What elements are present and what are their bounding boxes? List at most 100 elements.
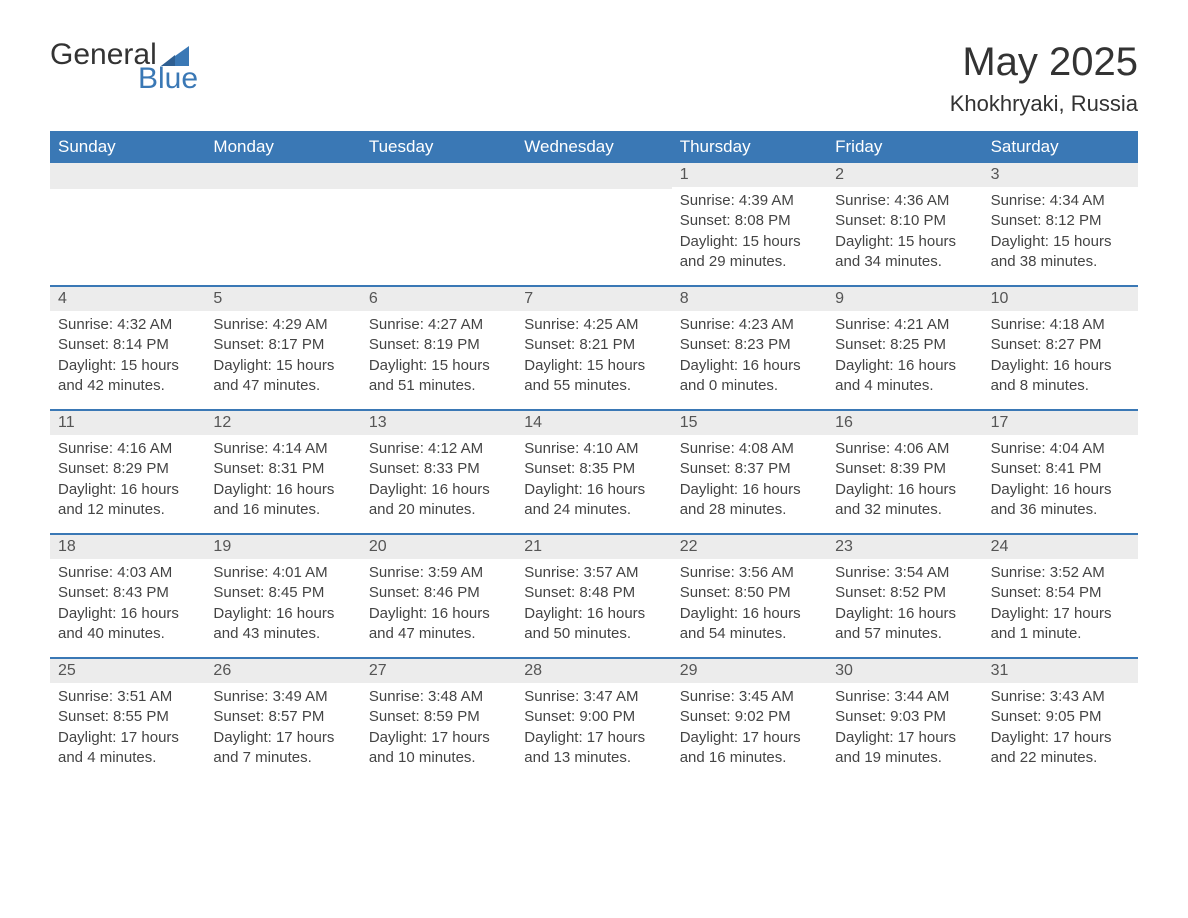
- sunset-text: Sunset: 8:48 PM: [524, 583, 663, 603]
- header: General Blue May 2025 Khokhryaki, Russia: [50, 40, 1138, 117]
- calendar-week: 11Sunrise: 4:16 AMSunset: 8:29 PMDayligh…: [50, 409, 1138, 533]
- day-cell: 9Sunrise: 4:21 AMSunset: 8:25 PMDaylight…: [827, 287, 982, 409]
- day-cell: 25Sunrise: 3:51 AMSunset: 8:55 PMDayligh…: [50, 659, 205, 781]
- day-body: Sunrise: 4:25 AMSunset: 8:21 PMDaylight:…: [516, 311, 671, 404]
- day-number-empty: [205, 163, 360, 189]
- sunset-text: Sunset: 9:00 PM: [524, 707, 663, 727]
- sunrise-text: Sunrise: 4:18 AM: [991, 315, 1130, 335]
- day-cell: 19Sunrise: 4:01 AMSunset: 8:45 PMDayligh…: [205, 535, 360, 657]
- day-number: 13: [361, 411, 516, 435]
- day-cell: 1Sunrise: 4:39 AMSunset: 8:08 PMDaylight…: [672, 163, 827, 285]
- sunset-text: Sunset: 8:31 PM: [213, 459, 352, 479]
- calendar-week: 25Sunrise: 3:51 AMSunset: 8:55 PMDayligh…: [50, 657, 1138, 781]
- sunset-text: Sunset: 8:50 PM: [680, 583, 819, 603]
- sunrise-text: Sunrise: 3:43 AM: [991, 687, 1130, 707]
- day-number: 19: [205, 535, 360, 559]
- daylight-text: Daylight: 15 hours and 34 minutes.: [835, 232, 974, 273]
- day-cell: 16Sunrise: 4:06 AMSunset: 8:39 PMDayligh…: [827, 411, 982, 533]
- day-body: Sunrise: 4:10 AMSunset: 8:35 PMDaylight:…: [516, 435, 671, 528]
- sunrise-text: Sunrise: 4:36 AM: [835, 191, 974, 211]
- day-cell: 17Sunrise: 4:04 AMSunset: 8:41 PMDayligh…: [983, 411, 1138, 533]
- day-cell: 20Sunrise: 3:59 AMSunset: 8:46 PMDayligh…: [361, 535, 516, 657]
- sunrise-text: Sunrise: 3:47 AM: [524, 687, 663, 707]
- day-number: 30: [827, 659, 982, 683]
- day-cell: 14Sunrise: 4:10 AMSunset: 8:35 PMDayligh…: [516, 411, 671, 533]
- day-number: 7: [516, 287, 671, 311]
- sunrise-text: Sunrise: 4:29 AM: [213, 315, 352, 335]
- daylight-text: Daylight: 15 hours and 51 minutes.: [369, 356, 508, 397]
- day-body: Sunrise: 3:43 AMSunset: 9:05 PMDaylight:…: [983, 683, 1138, 776]
- daylight-text: Daylight: 16 hours and 54 minutes.: [680, 604, 819, 645]
- sunset-text: Sunset: 8:10 PM: [835, 211, 974, 231]
- daylight-text: Daylight: 17 hours and 4 minutes.: [58, 728, 197, 769]
- day-body: Sunrise: 4:08 AMSunset: 8:37 PMDaylight:…: [672, 435, 827, 528]
- day-number: 20: [361, 535, 516, 559]
- day-number-empty: [361, 163, 516, 189]
- weekday-header: Sunday: [50, 131, 205, 163]
- day-body: Sunrise: 4:39 AMSunset: 8:08 PMDaylight:…: [672, 187, 827, 280]
- sunset-text: Sunset: 8:25 PM: [835, 335, 974, 355]
- sunset-text: Sunset: 8:23 PM: [680, 335, 819, 355]
- weekday-header: Tuesday: [361, 131, 516, 163]
- sunrise-text: Sunrise: 3:54 AM: [835, 563, 974, 583]
- day-number: 23: [827, 535, 982, 559]
- sunset-text: Sunset: 8:55 PM: [58, 707, 197, 727]
- calendar-week: 18Sunrise: 4:03 AMSunset: 8:43 PMDayligh…: [50, 533, 1138, 657]
- day-cell: 5Sunrise: 4:29 AMSunset: 8:17 PMDaylight…: [205, 287, 360, 409]
- day-cell: 2Sunrise: 4:36 AMSunset: 8:10 PMDaylight…: [827, 163, 982, 285]
- day-number: 4: [50, 287, 205, 311]
- daylight-text: Daylight: 16 hours and 32 minutes.: [835, 480, 974, 521]
- day-body: Sunrise: 4:23 AMSunset: 8:23 PMDaylight:…: [672, 311, 827, 404]
- day-number: 10: [983, 287, 1138, 311]
- day-body: Sunrise: 4:12 AMSunset: 8:33 PMDaylight:…: [361, 435, 516, 528]
- day-number: 25: [50, 659, 205, 683]
- day-cell: [205, 163, 360, 285]
- day-cell: [361, 163, 516, 285]
- sunrise-text: Sunrise: 4:08 AM: [680, 439, 819, 459]
- day-cell: 4Sunrise: 4:32 AMSunset: 8:14 PMDaylight…: [50, 287, 205, 409]
- daylight-text: Daylight: 16 hours and 12 minutes.: [58, 480, 197, 521]
- day-number: 9: [827, 287, 982, 311]
- weekday-header-row: Sunday Monday Tuesday Wednesday Thursday…: [50, 131, 1138, 163]
- sunset-text: Sunset: 8:45 PM: [213, 583, 352, 603]
- sunrise-text: Sunrise: 3:59 AM: [369, 563, 508, 583]
- sunset-text: Sunset: 8:33 PM: [369, 459, 508, 479]
- day-number: 17: [983, 411, 1138, 435]
- day-cell: 22Sunrise: 3:56 AMSunset: 8:50 PMDayligh…: [672, 535, 827, 657]
- weekday-header: Monday: [205, 131, 360, 163]
- sunrise-text: Sunrise: 3:52 AM: [991, 563, 1130, 583]
- day-body: Sunrise: 4:27 AMSunset: 8:19 PMDaylight:…: [361, 311, 516, 404]
- day-body: Sunrise: 4:14 AMSunset: 8:31 PMDaylight:…: [205, 435, 360, 528]
- day-cell: 13Sunrise: 4:12 AMSunset: 8:33 PMDayligh…: [361, 411, 516, 533]
- page-title: May 2025: [950, 40, 1138, 85]
- day-body: Sunrise: 3:57 AMSunset: 8:48 PMDaylight:…: [516, 559, 671, 652]
- weekday-header: Thursday: [672, 131, 827, 163]
- day-number-empty: [516, 163, 671, 189]
- daylight-text: Daylight: 17 hours and 7 minutes.: [213, 728, 352, 769]
- sunrise-text: Sunrise: 3:48 AM: [369, 687, 508, 707]
- sunrise-text: Sunrise: 4:25 AM: [524, 315, 663, 335]
- day-body: Sunrise: 4:32 AMSunset: 8:14 PMDaylight:…: [50, 311, 205, 404]
- sunset-text: Sunset: 8:41 PM: [991, 459, 1130, 479]
- sunrise-text: Sunrise: 4:03 AM: [58, 563, 197, 583]
- daylight-text: Daylight: 17 hours and 1 minute.: [991, 604, 1130, 645]
- logo-text-blue: Blue: [138, 64, 198, 94]
- day-number: 2: [827, 163, 982, 187]
- day-body: Sunrise: 3:45 AMSunset: 9:02 PMDaylight:…: [672, 683, 827, 776]
- day-body: Sunrise: 3:48 AMSunset: 8:59 PMDaylight:…: [361, 683, 516, 776]
- daylight-text: Daylight: 17 hours and 22 minutes.: [991, 728, 1130, 769]
- sunset-text: Sunset: 8:14 PM: [58, 335, 197, 355]
- day-body: Sunrise: 4:21 AMSunset: 8:25 PMDaylight:…: [827, 311, 982, 404]
- day-number: 29: [672, 659, 827, 683]
- day-body: Sunrise: 3:51 AMSunset: 8:55 PMDaylight:…: [50, 683, 205, 776]
- daylight-text: Daylight: 15 hours and 42 minutes.: [58, 356, 197, 397]
- daylight-text: Daylight: 17 hours and 19 minutes.: [835, 728, 974, 769]
- daylight-text: Daylight: 16 hours and 4 minutes.: [835, 356, 974, 397]
- day-number: 12: [205, 411, 360, 435]
- sunset-text: Sunset: 8:35 PM: [524, 459, 663, 479]
- sunrise-text: Sunrise: 3:49 AM: [213, 687, 352, 707]
- logo: General Blue: [50, 40, 198, 94]
- sunset-text: Sunset: 8:43 PM: [58, 583, 197, 603]
- weekday-header: Saturday: [983, 131, 1138, 163]
- day-body: Sunrise: 4:36 AMSunset: 8:10 PMDaylight:…: [827, 187, 982, 280]
